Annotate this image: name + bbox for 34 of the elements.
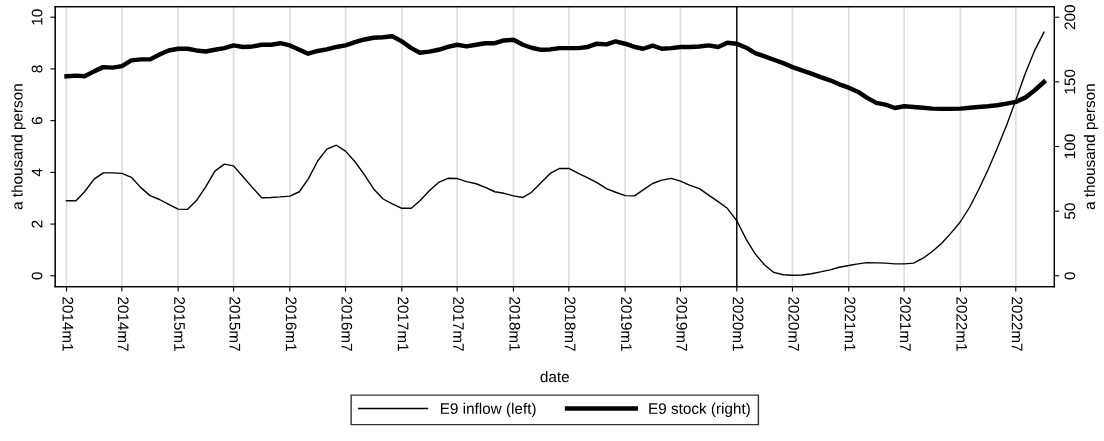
x-tick-label: 2020m7	[788, 297, 800, 351]
x-tick-label: 2020m1	[732, 297, 744, 351]
x-tick-label: 2021m7	[900, 297, 911, 351]
y2-tick-label: 150	[1064, 69, 1076, 94]
x-tick-label: 2014m1	[62, 297, 74, 351]
x-tick-label: 2017m1	[397, 297, 409, 351]
y2-tick-label: 100	[1064, 134, 1076, 159]
x-axis-title: date	[540, 371, 569, 383]
y-tick-label: 8	[31, 65, 43, 73]
x-tick-label: 2019m1	[621, 297, 632, 351]
y-tick-label: 2	[31, 220, 43, 228]
legend-label: E9 stock (right)	[649, 402, 750, 417]
y-tick-label: 6	[31, 117, 43, 125]
y2-axis-title: a thousand person	[1083, 84, 1099, 210]
y-axis-title: a thousand person	[11, 84, 26, 210]
x-tick-label: 2014m7	[117, 297, 129, 351]
x-tick-label: 2015m1	[174, 297, 185, 351]
x-tick-label: 2021m1	[844, 297, 856, 351]
x-tick-label: 2018m1	[509, 297, 521, 351]
x-tick-label: 2018m7	[564, 297, 576, 351]
y-tick-label: 0	[31, 272, 43, 280]
x-tick-label: 2019m7	[676, 297, 688, 351]
x-tick-label: 2022m1	[956, 297, 968, 351]
y-tick-label: 10	[31, 9, 43, 25]
x-tick-label: 2016m1	[285, 297, 297, 351]
y2-tick-label: 0	[1064, 272, 1076, 280]
legend-label: E9 inflow (left)	[440, 402, 536, 417]
y2-tick-label: 200	[1064, 5, 1076, 30]
x-tick-label: 2022m7	[1011, 297, 1023, 351]
y-tick-label: 4	[31, 168, 43, 177]
x-tick-label: 2017m7	[453, 297, 464, 351]
x-tick-label: 2015m7	[229, 297, 241, 351]
x-tick-label: 2016m7	[341, 297, 353, 351]
y2-tick-label: 50	[1064, 203, 1076, 220]
